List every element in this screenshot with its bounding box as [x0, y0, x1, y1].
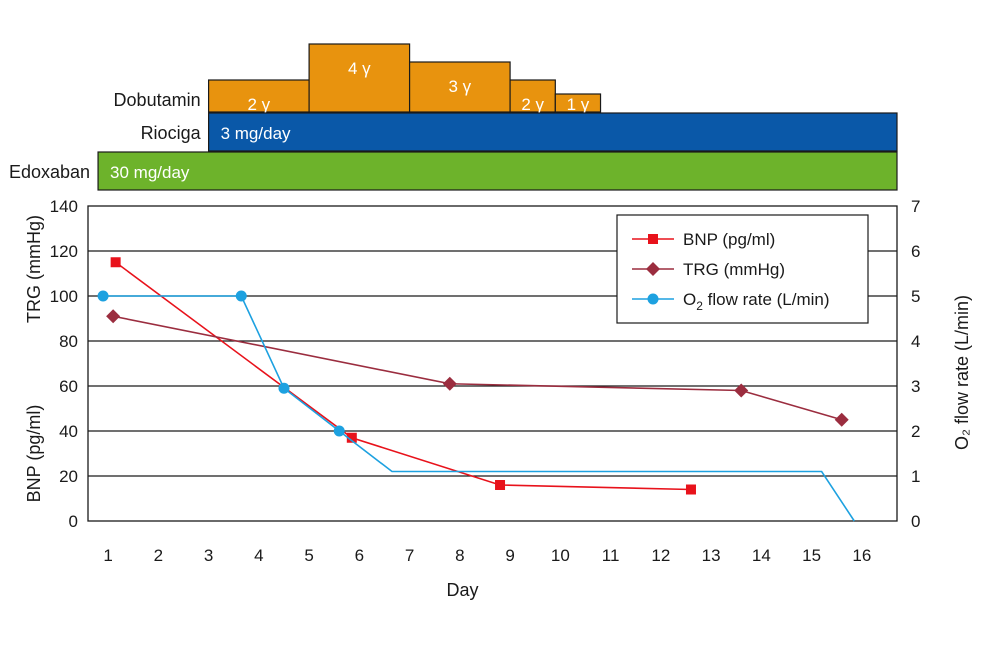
series-0 — [110, 257, 696, 495]
treatment-row-edoxaban: Edoxaban 30 mg/day — [9, 151, 898, 191]
x-tick-label: 4 — [254, 546, 263, 565]
legend-swatch-marker — [647, 293, 659, 305]
treatment-bar-label: 3 γ — [448, 77, 471, 96]
y-tick-label-right: 6 — [911, 242, 920, 261]
legend-label: TRG (mmHg) — [683, 260, 785, 279]
treatment-bar-label: 3 mg/day — [221, 124, 291, 143]
treatment-bar — [97, 151, 898, 191]
data-point — [106, 309, 121, 324]
data-point — [442, 376, 457, 391]
data-point — [495, 480, 506, 490]
treatment-bar — [308, 43, 411, 113]
data-point — [834, 412, 849, 427]
legend-item: O2 flow rate (L/min) — [632, 290, 830, 313]
treatment-bar — [554, 93, 602, 113]
series-line — [115, 261, 692, 491]
y-tick-label-right: 4 — [911, 332, 920, 351]
legend-item: BNP (pg/ml) — [632, 230, 775, 249]
treatment-label: Riociga — [141, 123, 202, 143]
y-tick-label-right: 5 — [911, 287, 920, 306]
x-tick-label: 6 — [355, 546, 364, 565]
y-tick-label-right: 7 — [911, 197, 920, 216]
x-tick-label: 8 — [455, 546, 464, 565]
x-tick-label: 5 — [304, 546, 313, 565]
series-1 — [106, 309, 849, 427]
y-tick-label-left: 120 — [50, 242, 78, 261]
x-tick-label: 16 — [852, 546, 871, 565]
treatment-bar — [207, 112, 898, 152]
legend: BNP (pg/ml) TRG (mmHg) O2 flow rate (L/min… — [616, 214, 869, 324]
treatment-row-riociga: Riociga 3 mg/day — [141, 112, 898, 152]
x-axis: 1 2 3 4 5 6 7 8 9 10 11 12 13 14 15 16 — [103, 546, 871, 565]
treatment-bar-label: 2 γ — [521, 95, 544, 114]
data-point — [110, 257, 121, 268]
y-tick-label-left: 140 — [50, 197, 78, 216]
treatment-bar-label: 1 γ — [567, 95, 590, 114]
x-tick-label: 9 — [505, 546, 514, 565]
treatment-bar-label: 4 γ — [348, 59, 371, 78]
data-point — [278, 382, 290, 394]
y-tick-label-right: 0 — [911, 512, 920, 531]
treatment-bar-label: 2 γ — [248, 95, 271, 114]
series-line — [112, 315, 842, 421]
x-tick-label: 13 — [702, 546, 721, 565]
y-axis-title-trg: TRG (mmHg) — [24, 215, 44, 323]
treatment-bar-label: 30 mg/day — [110, 163, 190, 182]
x-tick-label: 12 — [651, 546, 670, 565]
x-tick-label: 10 — [551, 546, 570, 565]
y-tick-label-right: 2 — [911, 422, 920, 441]
x-tick-label: 7 — [405, 546, 414, 565]
data-point — [346, 432, 357, 443]
data-point — [333, 425, 345, 437]
data-point — [685, 484, 696, 495]
y-axis-title-right: O₂ flow rate (L/min) — [952, 295, 972, 450]
treatment-label: Edoxaban — [9, 162, 90, 182]
legend-item: TRG (mmHg) — [632, 260, 785, 279]
y-tick-label-left: 20 — [59, 467, 78, 486]
x-tick-label: 1 — [103, 546, 112, 565]
series-2 — [97, 290, 855, 522]
x-tick-label: 11 — [602, 546, 620, 565]
data-point — [97, 290, 109, 302]
x-axis-title: Day — [446, 580, 478, 600]
y-tick-label-left: 0 — [69, 512, 78, 531]
data-point — [734, 383, 749, 398]
y-axis-right: 0 1 2 3 4 5 6 7 — [911, 197, 920, 531]
treatment-row-dobutamin: Dobutamin 2 γ 4 γ 3 γ 2 γ 1 γ — [114, 43, 602, 114]
y-tick-label-left: 80 — [59, 332, 78, 351]
treatment-label: Dobutamin — [114, 90, 201, 110]
legend-label: BNP (pg/ml) — [683, 230, 775, 249]
legend-swatch-marker — [648, 234, 658, 244]
treatment-bar — [408, 61, 511, 113]
y-tick-label-left: 40 — [59, 422, 78, 441]
x-tick-label: 3 — [204, 546, 213, 565]
treatment-bar — [509, 79, 556, 113]
y-axis-title-bnp: BNP (pg/ml) — [24, 405, 44, 503]
data-point — [235, 290, 247, 302]
legend-swatch-marker — [646, 262, 660, 276]
x-tick-label: 2 — [154, 546, 163, 565]
legend-label: O2 flow rate (L/min) — [683, 290, 830, 313]
x-tick-label: 15 — [802, 546, 821, 565]
treatment-bar — [207, 79, 310, 113]
y-tick-label-right: 3 — [911, 377, 920, 396]
y-tick-label-right: 1 — [911, 467, 920, 486]
y-tick-label-left: 100 — [50, 287, 78, 306]
y-axis-left: 0 20 40 60 80 100 120 140 — [50, 197, 78, 531]
x-tick-label: 14 — [752, 546, 771, 565]
y-tick-label-left: 60 — [59, 377, 78, 396]
